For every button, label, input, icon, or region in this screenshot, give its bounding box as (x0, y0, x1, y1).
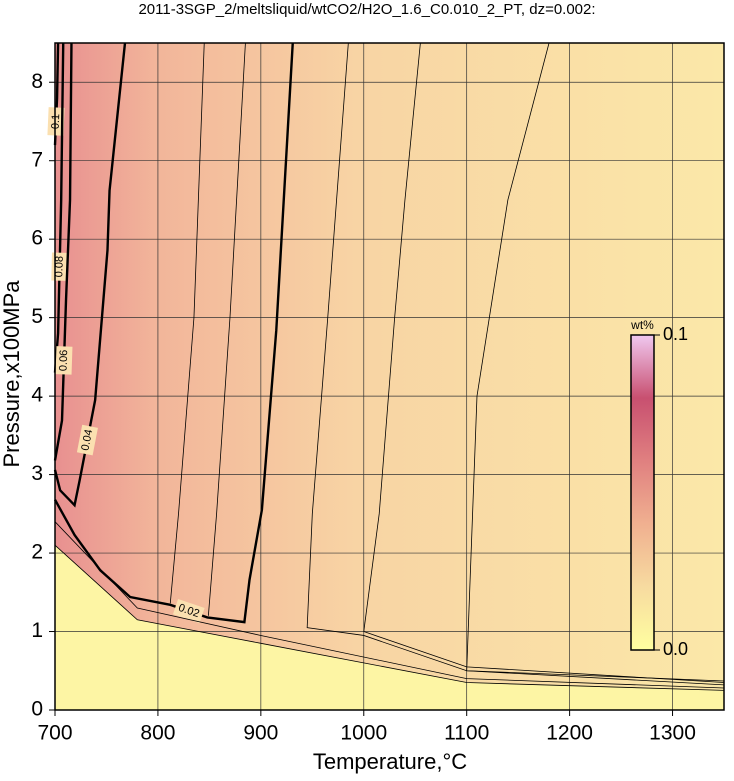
low-region (55, 545, 724, 710)
y-tick-label: 0 (31, 698, 43, 721)
contour-field (55, 43, 724, 710)
y-tick-label: 1 (31, 619, 43, 642)
x-tick-label: 700 (37, 722, 72, 745)
x-tick-label: 1200 (546, 722, 593, 745)
x-tick-label: 1300 (649, 722, 696, 745)
contour-label-bg (172, 599, 205, 624)
contour-line (54, 521, 725, 689)
contour-line (53, 42, 73, 461)
y-tick-label: 7 (31, 148, 43, 171)
colorbar-tick-label: 0.0 (663, 639, 688, 659)
x-tick-label: 800 (140, 722, 175, 745)
contour-label: 0.08 (53, 256, 65, 278)
contour-line (53, 42, 294, 624)
y-tick-label: 3 (31, 462, 43, 485)
y-tick-label: 8 (31, 70, 43, 93)
x-tick-label: 900 (243, 722, 278, 745)
y-tick-label: 6 (31, 227, 43, 250)
grid (54, 43, 724, 711)
x-axis-label: Temperature,°C (313, 749, 467, 774)
y-tick-label: 4 (31, 384, 43, 407)
contour-label: 0.1 (50, 114, 63, 130)
colorbar (630, 334, 655, 651)
contour-line (207, 42, 246, 616)
contour-line (466, 42, 725, 686)
plot-frame (54, 42, 725, 711)
contour-label-bg (55, 346, 73, 375)
contour-label-bg (47, 107, 65, 136)
colorbar-label: wt% (630, 318, 654, 332)
contour-label: 0.06 (58, 350, 71, 372)
contour-line (169, 42, 205, 604)
contour-label: 0.04 (79, 428, 95, 451)
x-tick-label: 1100 (444, 722, 489, 745)
colorbar-tick-label: 0.1 (663, 324, 688, 344)
x-tick-label: 1000 (340, 722, 387, 745)
contour-label-bg (76, 424, 98, 456)
y-tick-label: 2 (31, 541, 43, 564)
chart-title: 2011-3SGP_2/meltsliquid/wtCO2/H2O_1.6_C0… (138, 1, 595, 18)
y-axis-label: Pressure,x100MPa (0, 280, 24, 468)
contour-line (54, 544, 725, 691)
y-tick-label: 5 (31, 305, 43, 328)
